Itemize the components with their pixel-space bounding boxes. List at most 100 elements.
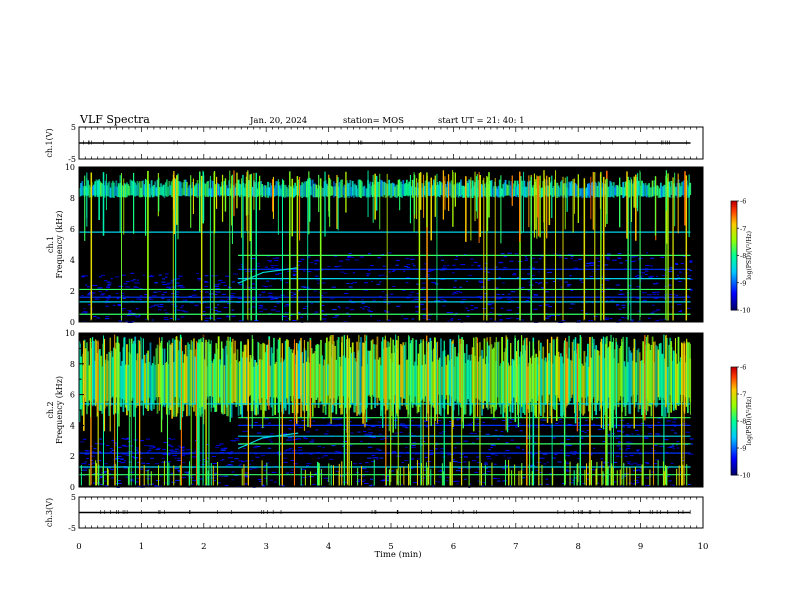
speckle xyxy=(271,297,274,299)
speckle xyxy=(591,302,594,304)
speckle xyxy=(502,282,505,284)
x-tick-label: 10 xyxy=(698,542,709,552)
speckle xyxy=(148,447,153,449)
noise-band-segment xyxy=(522,345,525,414)
speckle xyxy=(91,455,96,457)
speckle xyxy=(580,310,584,312)
speckle xyxy=(398,451,404,453)
speckle xyxy=(456,483,459,485)
speckle xyxy=(667,284,672,286)
speckle xyxy=(689,270,693,272)
speckle xyxy=(346,283,350,285)
speckle xyxy=(380,438,384,440)
speckle xyxy=(172,455,177,457)
noise-band-segment xyxy=(404,342,407,407)
noise-band-segment xyxy=(146,179,148,197)
speckle xyxy=(560,286,563,288)
colorbar-swatch xyxy=(731,399,737,402)
speckle xyxy=(456,419,460,421)
speckle xyxy=(451,319,454,321)
colorbar-swatch xyxy=(731,242,737,246)
noise-band-segment xyxy=(154,181,157,196)
speckle xyxy=(411,318,415,320)
speckle xyxy=(271,278,277,280)
speckle xyxy=(370,311,373,313)
speckle xyxy=(333,255,338,257)
speckle xyxy=(552,281,556,283)
speckle xyxy=(566,470,572,472)
speckle xyxy=(224,275,230,277)
speckle xyxy=(391,451,397,453)
noise-band-segment xyxy=(164,182,167,196)
speckle xyxy=(157,309,162,311)
speckle xyxy=(648,276,653,278)
noise-band-segment xyxy=(688,342,690,398)
speckle xyxy=(174,457,177,459)
speckle xyxy=(589,262,593,264)
speckle xyxy=(517,277,520,279)
noise-band-segment xyxy=(287,188,289,198)
speckle xyxy=(316,260,321,262)
noise-band-segment xyxy=(291,352,294,414)
speckle xyxy=(463,456,468,458)
speckle xyxy=(306,431,310,433)
noise-band-segment xyxy=(140,187,142,198)
speckle xyxy=(134,449,139,451)
speckle xyxy=(437,481,441,483)
noise-band-segment xyxy=(576,185,579,198)
speckle xyxy=(234,458,239,460)
speckle xyxy=(525,258,529,260)
noise-band-segment xyxy=(438,357,441,415)
speckle xyxy=(266,280,270,282)
speckle xyxy=(142,274,146,276)
colorbar-swatch xyxy=(731,291,737,295)
speckle xyxy=(441,267,447,269)
speckle xyxy=(176,285,180,287)
speckle xyxy=(455,480,460,482)
speckle xyxy=(485,467,488,469)
speckle xyxy=(123,283,128,285)
speckle xyxy=(656,309,661,311)
noise-band-segment xyxy=(178,181,181,197)
speckle xyxy=(463,461,467,463)
speckle xyxy=(474,307,478,309)
speckle xyxy=(592,423,596,425)
speckle xyxy=(516,307,521,309)
speckle xyxy=(584,431,587,433)
speckle xyxy=(373,457,379,459)
colorbar-swatch xyxy=(731,379,737,382)
speckle xyxy=(188,451,193,453)
noise-band-segment xyxy=(608,346,610,398)
speckle xyxy=(175,448,179,450)
noise-band-segment xyxy=(79,188,81,197)
speckle xyxy=(303,438,309,440)
noise-band-segment xyxy=(440,338,442,416)
speckle xyxy=(206,457,210,459)
noise-band-segment xyxy=(432,348,435,408)
speckle xyxy=(434,442,438,444)
noise-band-segment xyxy=(101,183,104,196)
speckle xyxy=(548,306,553,308)
noise-band-segment xyxy=(557,351,560,399)
noise-band-segment xyxy=(174,339,177,397)
speckle xyxy=(101,480,107,482)
speckle xyxy=(606,259,611,261)
noise-band-segment xyxy=(650,345,653,417)
speckle xyxy=(212,462,218,464)
speckle xyxy=(185,449,191,451)
noise-band-segment xyxy=(115,342,118,398)
speckle xyxy=(567,284,571,286)
speckle xyxy=(454,447,457,449)
speckle xyxy=(109,448,113,450)
noise-band-segment xyxy=(354,358,356,413)
noise-band-segment xyxy=(650,187,653,198)
speckle xyxy=(363,424,368,426)
colorbar-swatch xyxy=(731,462,737,465)
speckle xyxy=(165,286,169,288)
speckle xyxy=(228,298,233,300)
noise-band-segment xyxy=(634,184,636,196)
noise-band-segment xyxy=(245,357,248,405)
noise-band-segment xyxy=(157,363,160,398)
speckle xyxy=(230,461,234,463)
